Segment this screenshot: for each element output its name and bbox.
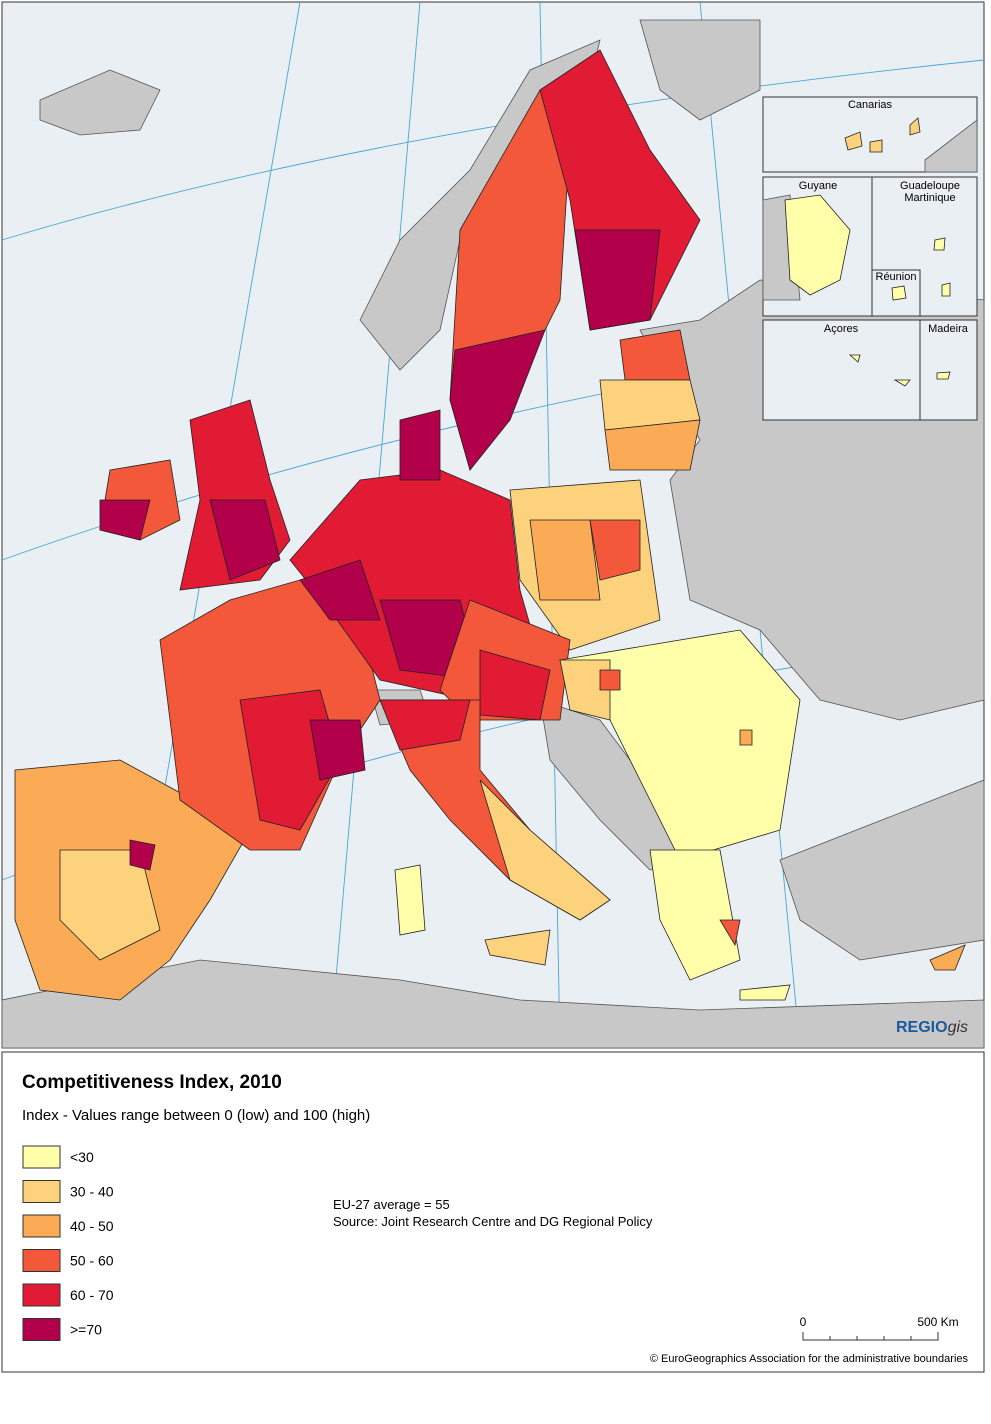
inset-label: Canarias	[848, 99, 893, 111]
eu-regions	[14, 49, 966, 1001]
legend-title: Competitiveness Index, 2010	[22, 1072, 282, 1093]
region	[309, 719, 366, 781]
region	[559, 659, 611, 721]
copyright: © EuroGeographics Association for the ad…	[650, 1353, 969, 1365]
region	[209, 499, 281, 581]
legend-swatch	[22, 1214, 61, 1238]
inset-label: Réunion	[876, 271, 917, 283]
legend-panel	[1, 1051, 985, 1373]
legend-swatch	[22, 1145, 61, 1169]
legend-subtitle: Index - Values range between 0 (low) and…	[22, 1107, 370, 1124]
region	[784, 194, 851, 296]
legend-swatch	[22, 1180, 61, 1203]
region	[891, 285, 907, 301]
legend-swatch	[22, 1318, 61, 1341]
region	[484, 929, 551, 966]
region	[604, 419, 701, 471]
region	[739, 729, 753, 746]
region	[479, 649, 551, 721]
scale-label: 500 Km	[917, 1315, 958, 1329]
region	[299, 559, 381, 621]
legend-swatch	[22, 1249, 61, 1272]
inset-label: Guyane	[799, 180, 838, 192]
region	[844, 131, 863, 151]
inset-box	[919, 319, 978, 421]
region	[129, 839, 156, 871]
legend-label: 50 - 60	[70, 1253, 114, 1269]
region	[399, 409, 441, 481]
logo: REGIOgis	[896, 1019, 968, 1036]
region	[869, 139, 883, 153]
region	[574, 229, 661, 331]
inset-panels: Canarias Guyane Guadeloupe Martinique Ré…	[762, 96, 978, 421]
region	[99, 499, 151, 541]
logo-italic: gis	[948, 1019, 968, 1036]
region	[589, 519, 641, 581]
region	[739, 984, 791, 1001]
region	[941, 282, 951, 297]
legend-label: 60 - 70	[70, 1287, 114, 1303]
note: EU-27 average = 55	[333, 1197, 450, 1212]
legend-label: 40 - 50	[70, 1218, 114, 1234]
inset-label: Açores	[824, 323, 859, 335]
region	[909, 117, 921, 136]
logo-bold: REGIO	[896, 1019, 948, 1036]
region	[936, 371, 951, 380]
scale-label: 0	[800, 1315, 807, 1329]
legend-items: <30 30 - 40 40 - 50 50 - 60 60 - 70 >=70	[22, 1145, 114, 1341]
scale-bar	[802, 1332, 939, 1341]
region	[649, 849, 741, 981]
scale-line	[802, 1332, 939, 1341]
inset-box	[762, 319, 921, 421]
region	[379, 699, 471, 751]
region	[893, 379, 911, 387]
inset-label: Guadeloupe	[900, 180, 960, 192]
legend-swatch	[22, 1283, 61, 1307]
region	[929, 944, 966, 971]
region	[59, 849, 161, 961]
note: Source: Joint Research Centre and DG Reg…	[333, 1214, 653, 1229]
region	[719, 919, 741, 947]
legend-label: <30	[70, 1149, 94, 1165]
region	[449, 329, 546, 471]
legend-label: >=70	[70, 1322, 102, 1338]
region	[479, 779, 611, 921]
inset-label: Martinique	[904, 192, 955, 204]
legend-label: 30 - 40	[70, 1184, 114, 1200]
inset-label: Madeira	[928, 323, 969, 335]
region	[933, 237, 946, 251]
region	[599, 669, 621, 691]
region	[394, 864, 426, 936]
region	[848, 354, 861, 363]
region	[529, 519, 601, 601]
